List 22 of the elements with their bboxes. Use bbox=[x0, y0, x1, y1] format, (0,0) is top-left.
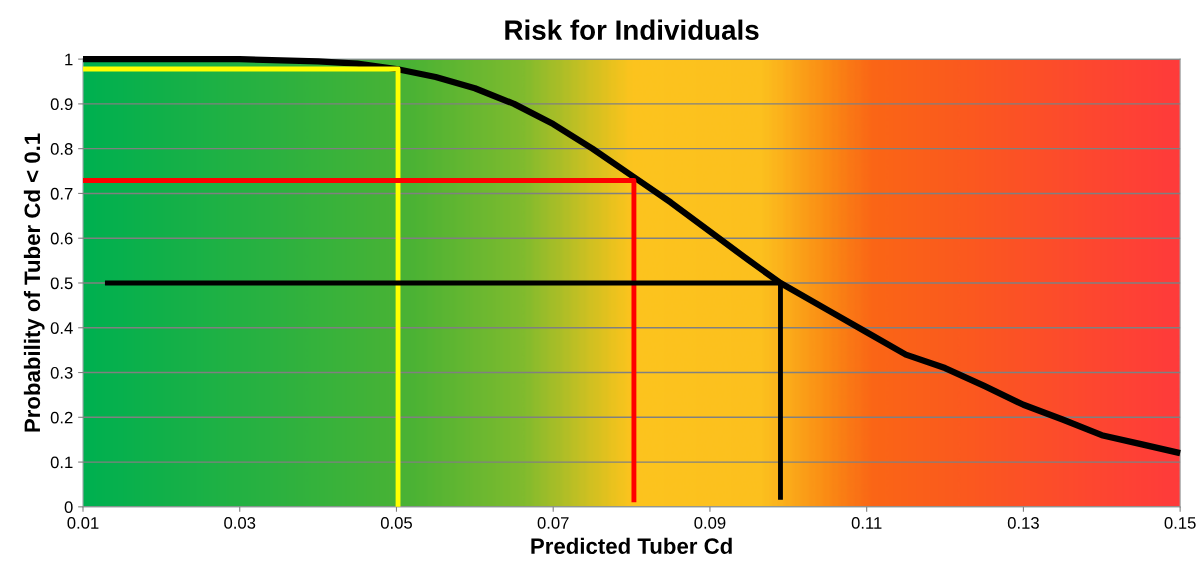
y-tick-label: 0.7 bbox=[50, 187, 73, 200]
x-tick-label: 0.11 bbox=[851, 517, 882, 529]
y-tick-label: 0.6 bbox=[50, 232, 73, 245]
x-tick-label: 0.15 bbox=[1164, 517, 1196, 529]
y-tick-label: 0.3 bbox=[50, 366, 73, 379]
chart-title: Risk for Individuals bbox=[505, 19, 759, 40]
x-tick-label: 0.01 bbox=[67, 517, 99, 529]
x-tick-label: 0.05 bbox=[380, 517, 412, 529]
x-tick-label: 0.13 bbox=[1007, 517, 1039, 529]
y-tick-label: 0.9 bbox=[50, 98, 73, 111]
y-tick-label: 0.8 bbox=[50, 143, 73, 155]
y-tick-label: 0.4 bbox=[50, 322, 73, 334]
y-tick-label: 0.2 bbox=[50, 411, 73, 424]
y-axis-title: Probability of Tuber Cd < 0.1 bbox=[23, 133, 45, 432]
x-tick-label: 0.09 bbox=[694, 517, 726, 529]
y-tick-label: 1 bbox=[65, 53, 73, 66]
x-tick-label: 0.03 bbox=[224, 517, 256, 529]
y-tick-label: 0.1 bbox=[50, 456, 73, 469]
y-tick-label: 0 bbox=[64, 501, 73, 514]
x-tick-label: 0.07 bbox=[537, 517, 569, 529]
x-axis-title: Predicted Tuber Cd bbox=[531, 537, 732, 554]
y-tick-label: 0.5 bbox=[50, 277, 73, 290]
